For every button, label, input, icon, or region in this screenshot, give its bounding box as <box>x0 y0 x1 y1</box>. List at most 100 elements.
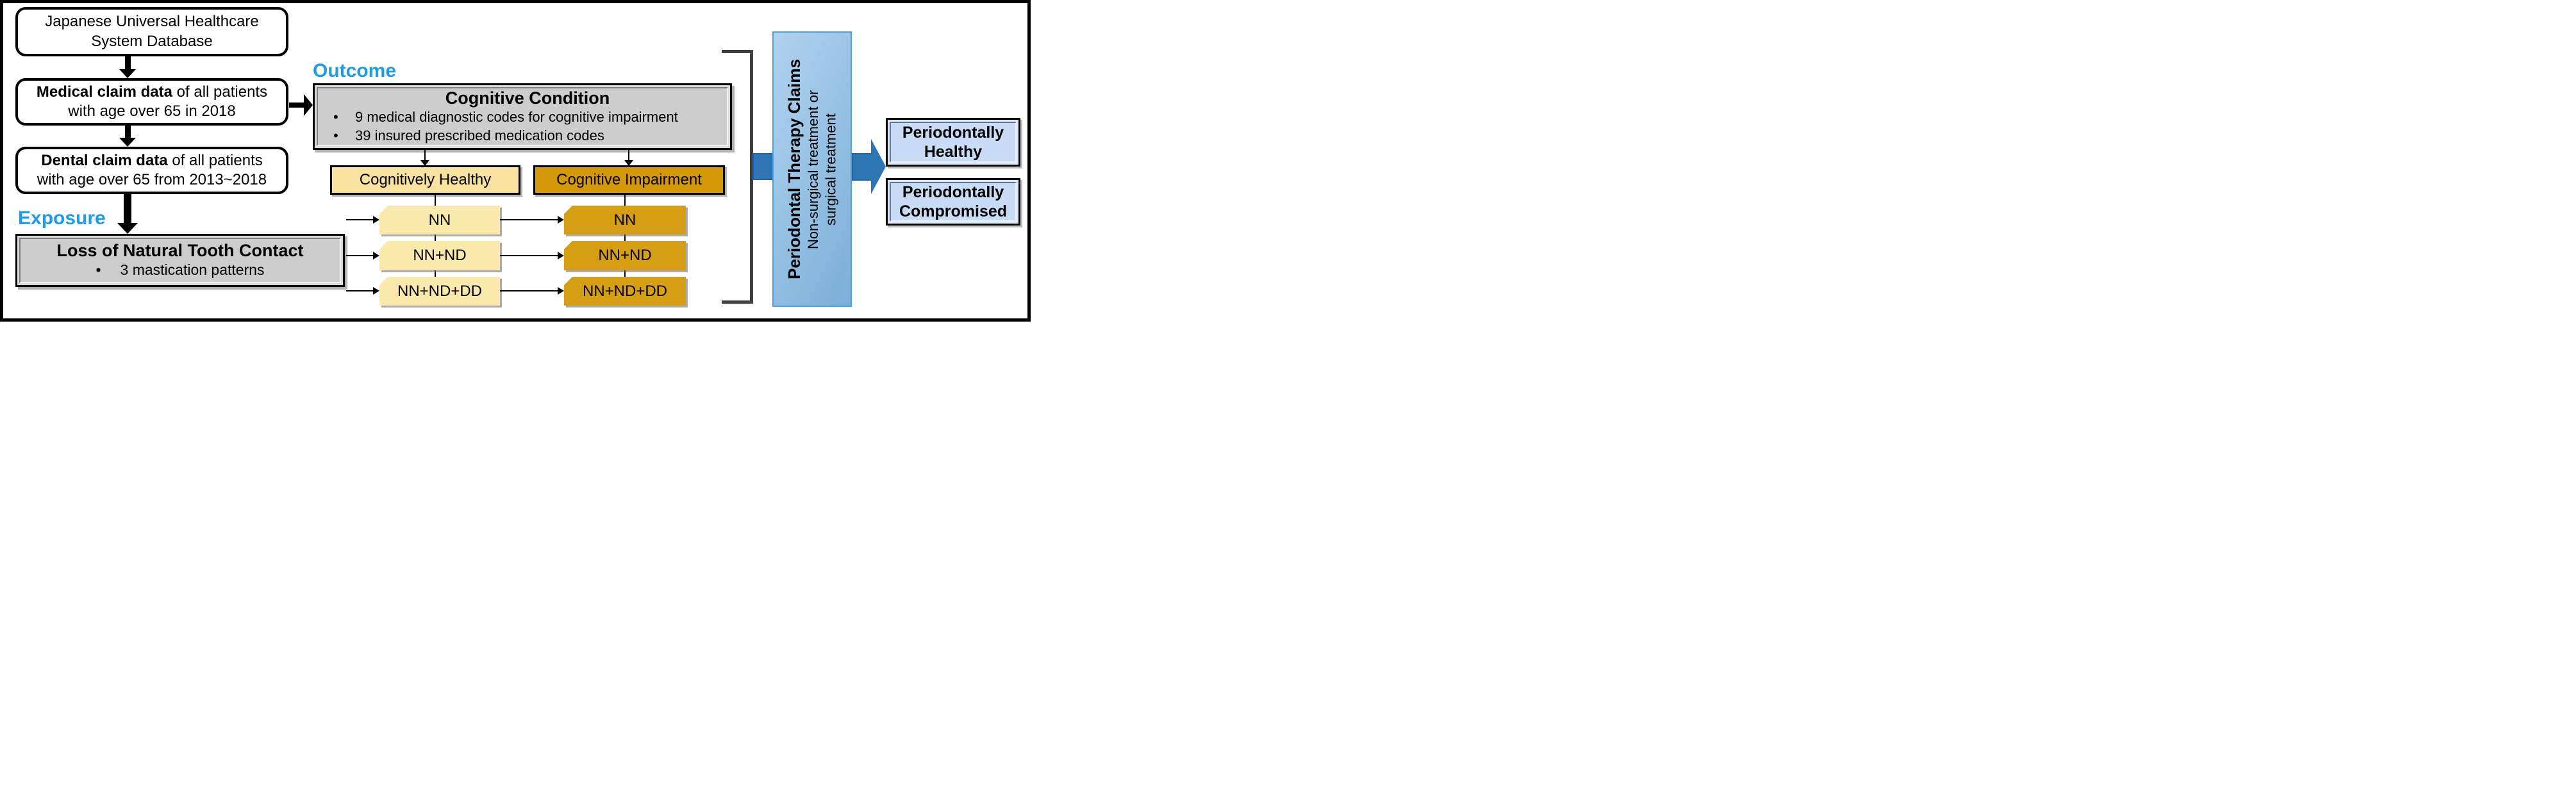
cognitive-box-inner: Cognitive Condition • 9 medical diagnost… <box>317 87 728 146</box>
cognitive-box-bullet-1: • 9 medical diagnostic codes for cogniti… <box>333 108 722 127</box>
medical-claim-line2: with age over 65 in 2018 <box>68 103 236 120</box>
cognitively-healthy-box: Cognitively Healthy <box>330 165 520 195</box>
cognitive-box-bullet-2-text: 39 insured prescribed medication codes <box>355 127 604 144</box>
periodontal-therapy-subtitle-1: Non-surgical treatment or <box>805 89 822 249</box>
database-box-line2: System Database <box>91 32 213 50</box>
connector-line <box>500 219 558 220</box>
bullet-icon: • <box>333 127 338 144</box>
healthy-nnnd-chip: NN+ND <box>379 241 500 270</box>
impairment-nnnddd-chip: NN+ND+DD <box>564 277 686 306</box>
periodontally-healthy-inner: Periodontally Healthy <box>890 122 1017 163</box>
down-arrow-shaft <box>124 194 131 223</box>
periodontally-compromised-label: Periodontally Compromised <box>891 183 1015 222</box>
down-arrow-icon <box>117 194 138 234</box>
database-box-line1: Japanese Universal Healthcare <box>45 13 259 31</box>
cognitively-healthy-label: Cognitively Healthy <box>359 171 492 188</box>
study-flow-diagram: Japanese Universal Healthcare System Dat… <box>0 0 1031 322</box>
blue-arrow-shaft <box>852 152 871 181</box>
connector-line <box>435 195 436 206</box>
down-arrow-head <box>119 138 136 147</box>
loss-box-inner: Loss of Natural Tooth Contact • 3 mastic… <box>19 238 341 283</box>
bullet-icon: • <box>96 261 101 279</box>
loss-box-bullet: • 3 mastication patterns <box>21 261 340 280</box>
cognitive-impairment-box: Cognitive Impairment <box>533 165 725 195</box>
blue-arrow-head <box>871 139 886 194</box>
healthy-nn-label: NN <box>379 206 500 234</box>
healthy-nnnddd-chip: NN+ND+DD <box>379 277 500 306</box>
blue-right-arrow-icon <box>852 139 886 194</box>
down-arrow-icon <box>119 56 136 78</box>
periodontally-healthy-line2: Healthy <box>924 143 983 161</box>
blue-connector <box>752 153 773 180</box>
connector-line <box>500 290 558 291</box>
periodontally-compromised-line2: Compromised <box>899 202 1008 220</box>
periodontally-compromised-inner: Periodontally Compromised <box>890 182 1017 222</box>
medical-claim-bold: Medical claim data <box>36 83 172 101</box>
connector-line <box>424 150 426 161</box>
bullet-icon: • <box>333 108 338 125</box>
impairment-nnnd-label: NN+ND <box>564 241 686 270</box>
down-arrow-shaft <box>124 56 131 69</box>
impairment-nn-chip: NN <box>564 206 686 234</box>
connector-line <box>624 195 626 206</box>
connector-line <box>628 150 629 161</box>
database-box: Japanese Universal Healthcare System Dat… <box>15 7 288 56</box>
right-arrow-head <box>304 94 313 116</box>
cognitive-impairment-label: Cognitive Impairment <box>556 171 702 188</box>
connector-line <box>624 270 626 277</box>
right-arrowhead-icon <box>558 216 564 224</box>
periodontally-healthy-line1: Periodontally <box>902 123 1004 142</box>
periodontal-therapy-subtitle-2: surgical treatment <box>822 113 839 226</box>
right-arrowhead-icon <box>373 287 379 295</box>
cognitive-box-bullet-2: • 39 insured prescribed medication codes <box>333 127 722 145</box>
medical-claim-line1: Medical claim data of all patients <box>18 83 286 102</box>
down-arrow-head <box>117 223 138 234</box>
loss-of-tooth-contact-box: Loss of Natural Tooth Contact • 3 mastic… <box>15 234 345 287</box>
impairment-nn-label: NN <box>564 206 686 234</box>
medical-claim-box: Medical claim data of all patients with … <box>15 78 288 126</box>
outcome-label: Outcome <box>313 60 397 81</box>
right-arrow-icon <box>289 94 313 116</box>
periodontal-therapy-title: Periodontal Therapy Claims <box>784 59 804 279</box>
dental-claim-rest: of all patients <box>167 151 263 169</box>
down-arrow-head <box>119 69 136 78</box>
down-arrow-icon <box>119 126 136 147</box>
impairment-nnnd-chip: NN+ND <box>564 241 686 270</box>
bracket-icon <box>722 50 753 304</box>
dental-claim-box: Dental claim data of all patients with a… <box>15 147 288 194</box>
healthy-nnnd-label: NN+ND <box>379 241 500 270</box>
connector-line <box>624 234 626 241</box>
down-arrowhead-icon <box>624 160 633 166</box>
healthy-nnnddd-label: NN+ND+DD <box>379 277 500 306</box>
connector-line <box>435 270 436 277</box>
periodontal-therapy-text: Periodontal Therapy Claims Non-surgical … <box>785 38 840 300</box>
connector-line <box>500 255 558 256</box>
periodontally-healthy-label: Periodontally Healthy <box>891 123 1015 162</box>
periodontally-healthy-box: Periodontally Healthy <box>886 118 1020 167</box>
cognitive-box-title: Cognitive Condition <box>445 88 610 108</box>
connector-line <box>346 219 373 220</box>
periodontally-compromised-box: Periodontally Compromised <box>886 178 1020 226</box>
dental-claim-line1: Dental claim data of all patients <box>18 151 286 170</box>
right-arrowhead-icon <box>373 252 379 259</box>
connector-line <box>346 290 373 291</box>
right-arrowhead-icon <box>558 287 564 295</box>
dental-claim-bold: Dental claim data <box>41 151 168 169</box>
impairment-nnnddd-label: NN+ND+DD <box>564 277 686 306</box>
medical-claim-rest: of all patients <box>172 83 268 101</box>
down-arrowhead-icon <box>420 160 429 166</box>
healthy-nn-chip: NN <box>379 206 500 234</box>
dental-claim-line2: with age over 65 from 2013~2018 <box>37 171 267 188</box>
right-arrowhead-icon <box>373 216 379 224</box>
loss-box-bullet-text: 3 mastication patterns <box>120 261 265 279</box>
connector-line <box>435 234 436 241</box>
right-arrow-shaft <box>289 103 304 108</box>
exposure-label: Exposure <box>18 208 106 229</box>
loss-box-title: Loss of Natural Tooth Contact <box>56 241 304 261</box>
periodontal-therapy-box: Periodontal Therapy Claims Non-surgical … <box>772 31 852 307</box>
right-arrowhead-icon <box>558 252 564 259</box>
cognitive-condition-box: Cognitive Condition • 9 medical diagnost… <box>313 83 732 150</box>
cognitive-box-bullet-1-text: 9 medical diagnostic codes for cognitive… <box>355 108 678 125</box>
connector-line <box>346 255 373 256</box>
periodontally-compromised-line1: Periodontally <box>902 183 1004 201</box>
